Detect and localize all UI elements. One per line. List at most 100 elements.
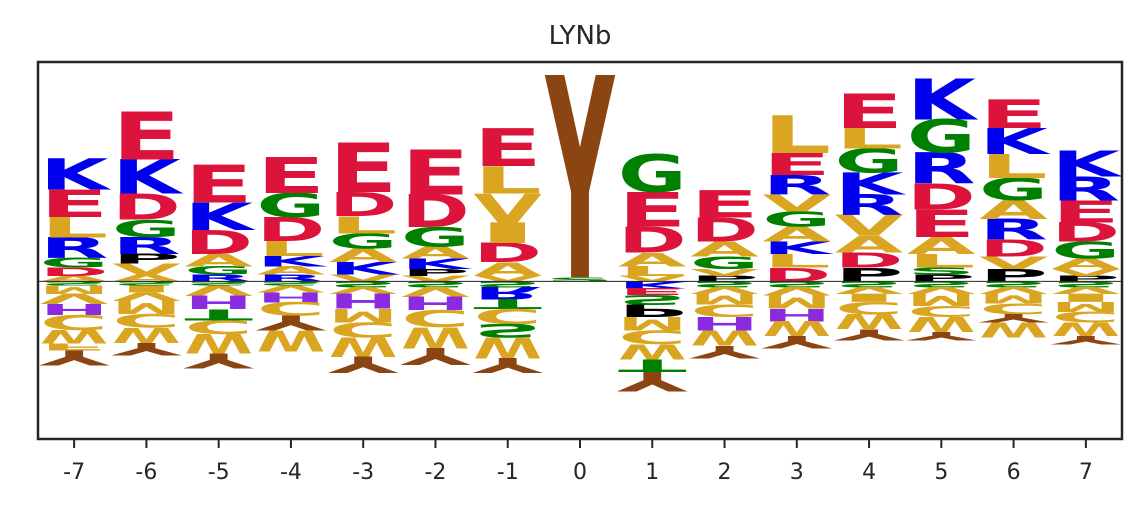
x-tick-label--7: -7	[63, 460, 85, 485]
logo-letter-V-pos--1: V	[473, 186, 542, 232]
logo-letter-W-pos--6: W	[112, 323, 181, 347]
logo-letter-W-pos-7: W	[1052, 318, 1121, 340]
logo-letter-K-pos--3: K	[329, 259, 401, 279]
logo-letter-P-pos-2: P	[690, 274, 759, 283]
x-axis: -7 -6 -5 -4 -3 -2 -1 0 1 2 3 4 5 6 7	[63, 439, 1093, 485]
logo-letter-H-pos--4: H	[257, 289, 326, 304]
logo-letter-R-pos--7: R	[40, 232, 109, 265]
logo-letter-G-pos-1: G	[618, 145, 687, 205]
logo-letter-S-pos-3: S	[762, 280, 831, 289]
logo-letter-V-pos-3: V	[762, 284, 831, 297]
logo-letter-M-pos--3: M	[329, 304, 398, 326]
logo-letter-D-pos--6: D	[112, 187, 181, 229]
logo-letter-Y-pos--3: Y	[328, 351, 400, 377]
logo-letter-A-pos-4: A	[835, 231, 904, 258]
logo-letter-L-pos-3: L	[762, 250, 831, 272]
logo-letter-S-pos--6: S	[112, 280, 181, 287]
logo-letter-G-pos--2: G	[401, 222, 470, 253]
logo-letter-W-pos--5: W	[184, 328, 253, 358]
logo-letter-T-pos--1: T	[473, 296, 542, 311]
logo-letter-K-pos--6: K	[112, 150, 184, 205]
logo-letter-D-pos-6: D	[979, 235, 1048, 262]
logo-letter-D-pos-5: D	[907, 177, 976, 219]
logo-letter-C-pos-6: C	[979, 300, 1048, 318]
logo-letter-G-pos-4: G	[835, 142, 904, 180]
logo-letter-G-pos--3: G	[329, 229, 398, 253]
logo-letter-A-pos-5: A	[907, 233, 976, 260]
logo-letter-M-pos-7: M	[1052, 299, 1121, 314]
logo-letter-G-pos-2: G	[690, 254, 759, 274]
logo-letter-Y-pos-3: Y	[761, 332, 832, 352]
logo-letter-V-pos--3: V	[329, 285, 398, 296]
logo-letter-R-pos-6: R	[979, 214, 1048, 247]
logo-letter-A-pos-3: A	[762, 223, 831, 247]
x-tick-label-3: 3	[790, 460, 804, 485]
logo-letter-C-pos-4: C	[835, 298, 904, 318]
logo-letter-D-pos-2: D	[690, 211, 759, 249]
logo-letter-M-pos-3: M	[762, 291, 831, 313]
logo-letter-K-pos-3: K	[762, 239, 834, 259]
logo-letter-F-pos--7: F	[40, 341, 109, 352]
logo-letter-P-pos--2: P	[401, 267, 470, 278]
logo-letter-A-pos--2: A	[401, 243, 470, 263]
logo-letter-E-pos-6: E	[979, 92, 1048, 138]
logo-letter-K-pos-4: K	[835, 167, 907, 202]
logo-letter-Y-pos-6: Y	[978, 312, 1050, 325]
logo-letter-D-pos--5: D	[184, 224, 253, 262]
logo-letter-A-pos-1: A	[618, 249, 687, 271]
logo-letter-V-pos-7: V	[1052, 285, 1121, 296]
logo-letter-V-pos-6: V	[979, 254, 1048, 274]
logo-letter-C-pos--6: C	[112, 310, 181, 332]
logo-letter-Y-pos--2: Y	[400, 342, 471, 369]
logo-letter-E-pos--7: E	[40, 182, 109, 226]
x-tick-label--5: -5	[208, 460, 230, 485]
logo-letter-K-pos--7: K	[40, 151, 111, 200]
logo-letter-E-pos--1: E	[473, 118, 542, 178]
logo-letter-S-pos--1: S	[473, 319, 542, 341]
x-tick-label-0: 0	[573, 460, 587, 485]
logo-letter-S-pos-5: S	[907, 280, 976, 289]
logo-letter-E-pos-2: E	[690, 183, 759, 227]
logo-letter-I-pos-4: I	[835, 291, 904, 304]
logo-letter-M-pos-6: M	[979, 291, 1048, 306]
x-tick-label-1: 1	[645, 460, 659, 485]
logo-letter-L-pos-1: L	[618, 264, 687, 279]
logo-letter-R-pos--1: R	[473, 283, 542, 303]
logo-letter-M-pos--7: M	[40, 283, 109, 296]
logo-letter-A-pos-6: A	[979, 195, 1048, 226]
logo-letter-D-pos-7: D	[1052, 218, 1121, 248]
logo-letter-R-pos--5: R	[184, 273, 253, 284]
logo-letter-C-pos--5: C	[184, 316, 253, 338]
logo-letter-C-pos--7: C	[40, 310, 109, 334]
logo-letter-C-pos-7: C	[1052, 308, 1121, 326]
logo-letter-S-pos-7: S	[1052, 280, 1121, 289]
logo-letter-P-pos-5: P	[907, 273, 976, 284]
logo-letter-V-pos--4: V	[257, 283, 326, 294]
logo-letter-H-pos--3: H	[329, 288, 398, 312]
logo-letter-Y-pos-4: Y	[833, 326, 904, 344]
logo-letter-V-pos-3: V	[762, 190, 831, 217]
logo-letter-D-pos--2: D	[401, 185, 470, 238]
logo-letter-V-pos-1: V	[618, 274, 687, 283]
logo-letter-M-pos-2: M	[690, 290, 759, 307]
logo-letter-V-pos--6: V	[112, 261, 181, 279]
logo-letter-S-pos--1: S	[473, 280, 542, 289]
logo-letter-W-pos-5: W	[907, 312, 976, 336]
logo-letter-Y-pos-2: Y	[689, 342, 760, 362]
logo-letter-V-pos--7: V	[40, 290, 109, 306]
logo-letter-V-pos-4: V	[835, 285, 904, 296]
logo-letter-Y-pos-0: Y	[544, 20, 615, 343]
logo-letter-I-pos-7: I	[1052, 291, 1121, 304]
logo-letter-G-pos--7: G	[40, 256, 109, 271]
logo-letter-S-pos-1: S	[618, 292, 687, 307]
logo-letter-L-pos-5: L	[907, 250, 976, 272]
logo-letter-D-pos--7: D	[40, 265, 109, 278]
logo-letter-G-pos--5: G	[184, 264, 253, 277]
logo-letter-R-pos--4: R	[257, 273, 326, 284]
logo-letter-E-pos--2: E	[401, 138, 470, 209]
x-tick-label-7: 7	[1079, 460, 1093, 485]
logo-letter-R-pos-5: R	[907, 145, 976, 194]
logo-letter-G-pos-7: G	[1052, 237, 1121, 264]
logo-letter-Y-pos--5: Y	[183, 348, 255, 372]
